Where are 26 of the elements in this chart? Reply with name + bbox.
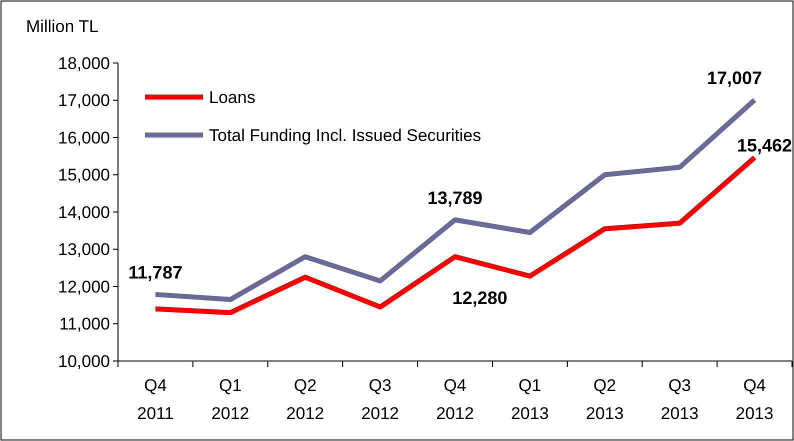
legend-label: Total Funding Incl. Issued Securities	[209, 126, 482, 145]
data-label: 12,280	[452, 288, 508, 308]
y-tick-label: 17,000	[58, 91, 110, 110]
data-label: 13,789	[427, 188, 483, 208]
x-tick-label: Q3 2013	[660, 376, 699, 423]
data-label: 17,007	[707, 68, 762, 88]
y-tick-label: 11,000	[59, 314, 110, 334]
x-tick-label: Q3 2012	[361, 376, 400, 423]
x-tick-label: Q2 2012	[286, 376, 324, 423]
data-label: 11,787	[128, 262, 182, 282]
y-tick-label: 14,000	[58, 202, 110, 222]
y-tick-label: 10,000	[58, 352, 110, 371]
y-tick-label: 12,000	[58, 277, 110, 296]
x-tick-label: Q1 2012	[211, 376, 250, 423]
x-tick-label: Q2 2013	[586, 376, 624, 423]
x-tick-label: Q4 2013	[736, 376, 774, 423]
x-tick-label: Q4 2012	[436, 376, 474, 423]
y-tick-label: 15,000	[58, 166, 110, 185]
y-tick-label: 16,000	[58, 128, 110, 148]
y-axis-title: Million TL	[26, 17, 98, 36]
x-tick-label: Q1 2013	[510, 376, 549, 423]
data-label: 15,462	[737, 136, 792, 156]
legend-label: Loans	[209, 88, 256, 107]
x-tick-label: Q4 2011	[137, 376, 174, 423]
y-tick-label: 18,000	[58, 54, 110, 73]
y-tick-label: 13,000	[58, 240, 110, 260]
